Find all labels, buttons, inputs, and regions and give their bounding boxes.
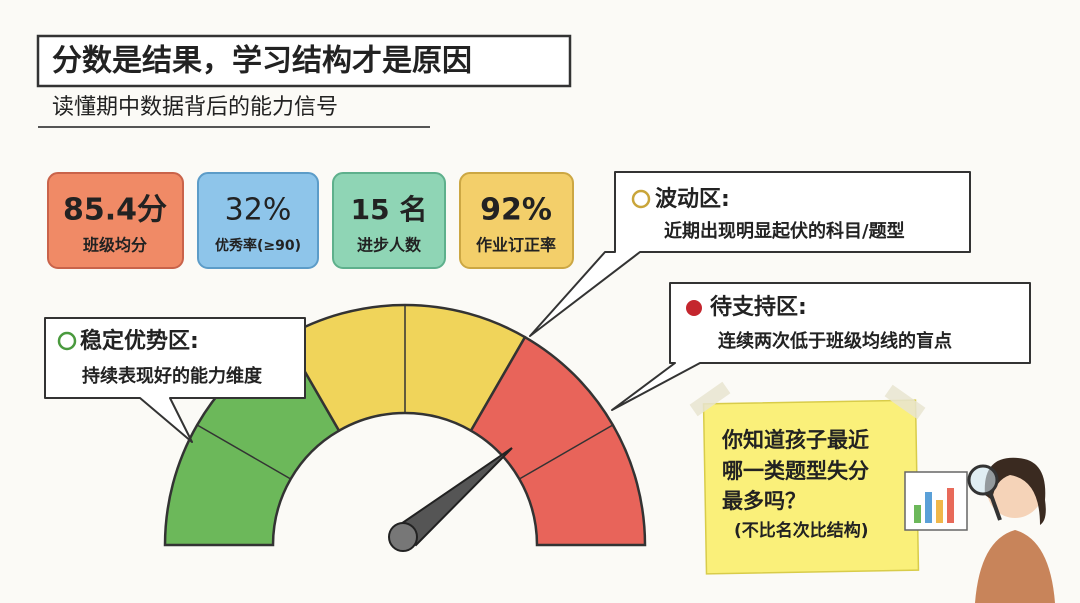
callout-stable: 稳定优势区: 持续表现好的能力维度 <box>44 317 306 443</box>
icon-circle <box>57 331 77 351</box>
callout-text: 持续表现好的能力维度 <box>82 365 263 387</box>
callout-title: 稳定优势区: <box>80 328 199 354</box>
stat-value: 85.4分 <box>63 193 167 228</box>
stat-value: 15 名 <box>351 193 428 226</box>
callout-text: 近期出现明显起伏的科目/题型 <box>664 220 905 242</box>
speech-bubble <box>611 282 1031 411</box>
stat-card <box>459 172 574 269</box>
note-paper <box>702 399 920 575</box>
note-line: 你知道孩子最近 <box>721 428 869 452</box>
icon-circle <box>631 189 651 209</box>
callout-title: 待支持区: <box>710 294 807 320</box>
speech-bubble <box>529 171 971 337</box>
gauge-divider <box>196 424 292 480</box>
stat-card <box>47 172 184 269</box>
stat-value: 32% <box>225 193 292 228</box>
person-illustration <box>904 457 1055 603</box>
stat-value: 92% <box>480 193 552 228</box>
magnifier-handle <box>988 491 1002 521</box>
magnifier <box>967 464 999 496</box>
title-box <box>36 34 572 88</box>
callout-support: 待支持区: 连续两次低于班级均线的盲点 <box>611 282 1031 411</box>
stat-label: 作业订正率 <box>476 236 556 255</box>
stat-label: 进步人数 <box>357 236 422 255</box>
callout-text: 连续两次低于班级均线的盲点 <box>718 330 952 352</box>
callout-fluctuating: 波动区: 近期出现明显起伏的科目/题型 <box>529 171 971 337</box>
note-line: 最多吗？ <box>722 489 806 513</box>
mini-bar <box>947 488 954 523</box>
stat-card <box>332 172 446 269</box>
gauge-divider <box>518 424 614 480</box>
tape <box>689 381 731 417</box>
mini-bar <box>925 492 932 523</box>
icon-dot <box>686 300 702 316</box>
note-line: (不比名次比结构) <box>734 520 869 541</box>
body <box>975 530 1055 603</box>
gauge <box>163 303 647 552</box>
stat-cards: 85.4分 班级均分 32% 优秀率(≥90) 15 名 进步人数 92% 作业… <box>47 172 574 269</box>
mini-bar <box>914 505 921 523</box>
gauge-segment <box>469 335 647 547</box>
title: 分数是结果，学习结构才是原因 <box>52 44 472 79</box>
stat-label: 优秀率(≥90) <box>215 237 301 254</box>
stat-label: 班级均分 <box>83 236 147 255</box>
subtitle: 读懂期中数据背后的能力信号 <box>52 95 338 120</box>
gauge-hub <box>388 522 418 552</box>
stat-card <box>197 172 319 269</box>
mini-bar <box>936 500 943 523</box>
note-line: 哪一类题型失分 <box>722 459 869 483</box>
speech-bubble <box>44 317 306 443</box>
sticky-note: 你知道孩子最近 哪一类题型失分 最多吗？ (不比名次比结构) <box>689 381 926 575</box>
callout-title: 波动区: <box>655 187 730 212</box>
tape <box>884 384 926 420</box>
hair <box>984 457 1046 525</box>
